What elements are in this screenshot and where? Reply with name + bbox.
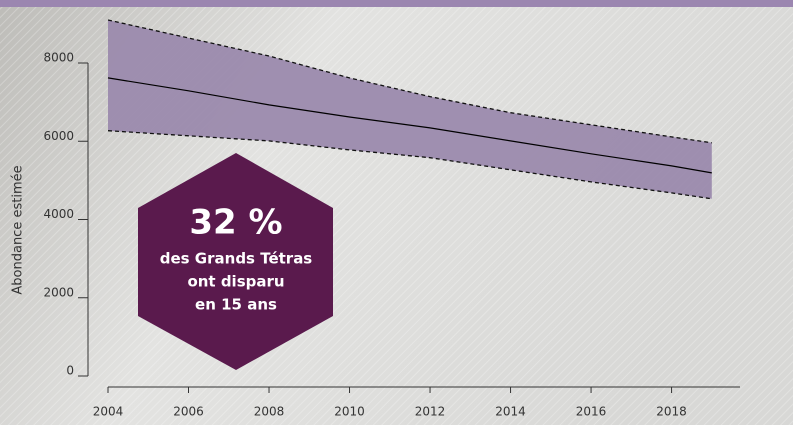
annotation-line: ont disparu: [187, 273, 284, 291]
y-axis-label: Abondance estimée: [11, 165, 26, 294]
x-tick-label: 2016: [576, 405, 607, 419]
y-tick-label: 0: [66, 364, 74, 378]
annotation-line: en 15 ans: [195, 296, 277, 314]
annotation-headline: 32 %: [189, 203, 282, 243]
annotation-line: des Grands Tétras: [160, 250, 313, 268]
x-tick-label: 2010: [334, 405, 365, 419]
x-tick-label: 2008: [254, 405, 285, 419]
y-tick-label: 2000: [43, 285, 74, 299]
x-tick-label: 2004: [93, 405, 124, 419]
y-tick-label: 6000: [43, 129, 74, 143]
y-tick-label: 4000: [43, 207, 74, 221]
y-tick-label: 8000: [43, 51, 74, 65]
x-tick-label: 2006: [173, 405, 204, 419]
x-tick-label: 2018: [656, 405, 687, 419]
chart: Abondance estimée 0 2000 4000 6000 8000 2004 2…: [0, 0, 793, 425]
top-bar: [0, 0, 793, 7]
x-tick-label: 2012: [415, 405, 446, 419]
x-tick-label: 2014: [495, 405, 526, 419]
